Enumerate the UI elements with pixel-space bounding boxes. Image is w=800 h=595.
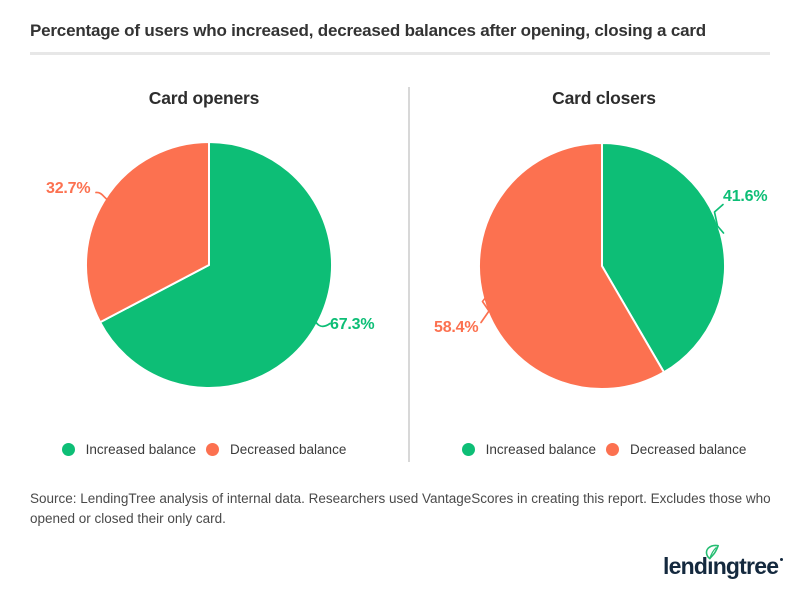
data-label-closers-increased: 41.6%	[723, 188, 768, 205]
legend-card-openers: Increased balance Decreased balance	[0, 442, 408, 457]
legend-swatch-increased	[461, 443, 475, 456]
lendingtree-logo: lendıngtree	[663, 544, 784, 589]
legend-item-decreased: Decreased balance	[206, 442, 346, 457]
source-note: Source: LendingTree analysis of internal…	[30, 491, 771, 526]
pie-heading-card-closers: Card closers	[552, 88, 656, 108]
wordmark-pre: lend	[663, 553, 708, 579]
legend-label-increased: Increased balance	[85, 442, 196, 457]
pie-heading-card-openers: Card openers	[148, 88, 260, 108]
pie-slice-increased-balance	[99, 140, 333, 389]
legend-swatch-increased	[61, 443, 75, 456]
panel-divider	[408, 87, 410, 462]
lendingtree-wordmark: lendıngtree	[663, 544, 784, 580]
data-label-openers-decreased: 32.7%	[46, 180, 91, 197]
legend-label-increased: Increased balance	[485, 442, 596, 457]
legend-card-closers: Increased balance Decreased balance	[408, 442, 800, 457]
legend-swatch-decreased	[206, 443, 219, 456]
wordmark-dotless-i: ı	[707, 553, 713, 579]
wordmark-post: ngtree	[712, 553, 779, 579]
pie-slice-increased-balance	[601, 141, 727, 374]
leaf-icon	[705, 544, 719, 560]
legend-label-decreased: Decreased balance	[230, 442, 347, 457]
pie-chart-card-openers	[85, 140, 333, 389]
data-label-closers-decreased: 58.4%	[434, 319, 479, 336]
trademark-mark	[780, 558, 784, 561]
title-divider	[30, 52, 770, 55]
chart-title: Percentage of users who increased, decre…	[30, 21, 706, 40]
legend-item-increased: Increased balance	[61, 442, 196, 457]
legend-item-decreased: Decreased balance	[606, 442, 746, 457]
legend-swatch-decreased	[606, 443, 619, 456]
legend-item-increased: Increased balance	[461, 442, 596, 457]
pie-chart-card-closers	[477, 141, 727, 391]
data-label-openers-increased: 67.3%	[330, 316, 375, 333]
legend-label-decreased: Decreased balance	[630, 442, 747, 457]
